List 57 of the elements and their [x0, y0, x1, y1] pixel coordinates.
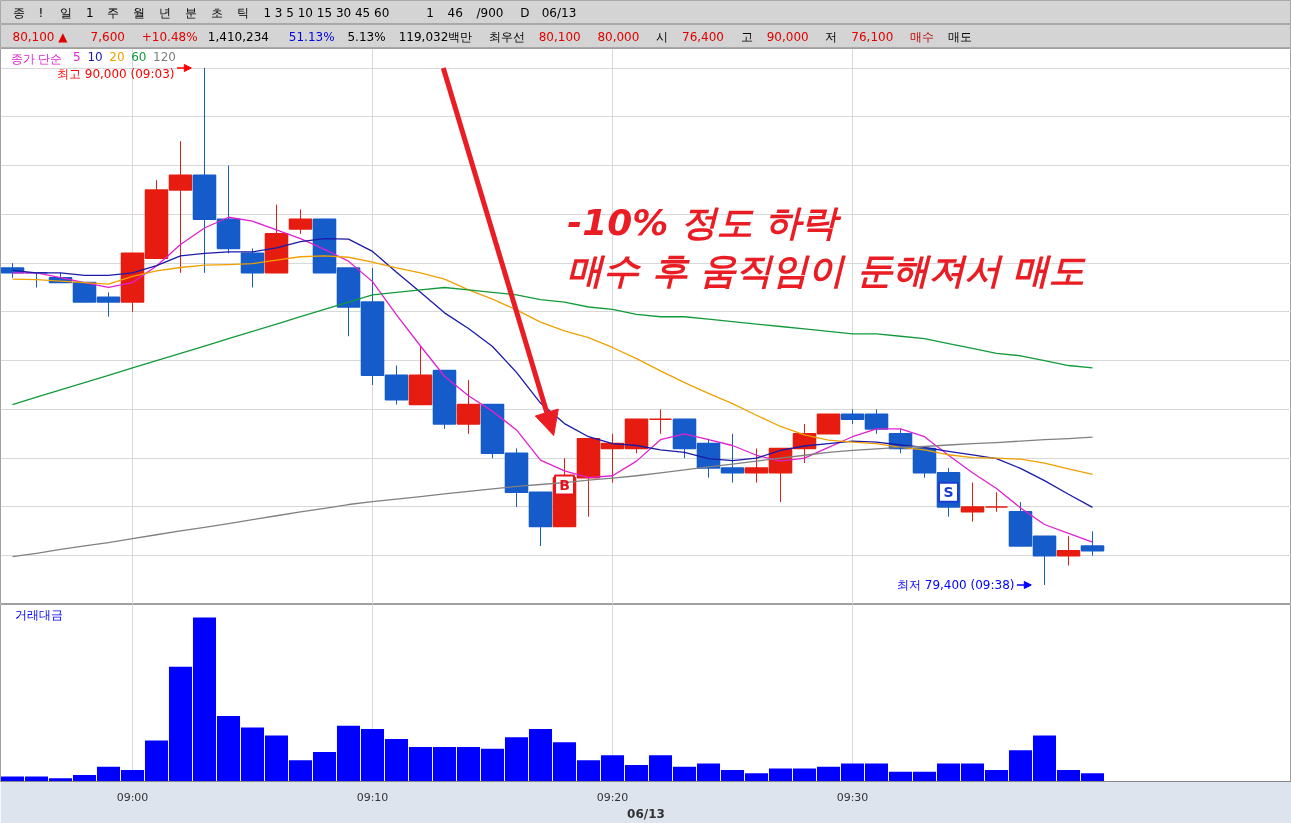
x-tick-label: 09:30 — [836, 790, 869, 804]
text: 일 — [59, 5, 72, 20]
annotation: 최저 79,400 (09:38) — [896, 577, 1015, 592]
text: 80,100 — [538, 30, 581, 44]
text: 80,000 — [597, 30, 640, 44]
text: 분 — [185, 5, 198, 20]
candlestick — [1080, 530, 1105, 557]
x-tick-label: 09:10 — [356, 790, 389, 804]
text: 10 — [87, 49, 103, 64]
text: 20 — [109, 49, 125, 64]
text: D — [520, 5, 530, 20]
text: 고 — [740, 29, 753, 44]
annotation: 최고 90,000 (09:03) — [56, 67, 175, 82]
text: 90,000 — [766, 30, 809, 44]
text: /900 — [476, 5, 504, 20]
x-tick-label: 09:00 — [116, 790, 149, 804]
text: 시 — [656, 29, 669, 44]
text: 76,400 — [682, 30, 725, 44]
text: 1 — [426, 6, 434, 20]
text: 최우선 — [488, 29, 525, 44]
text: 76,100 — [851, 30, 894, 44]
text: 60 — [131, 49, 147, 64]
text: 초 — [211, 5, 224, 20]
data-label: B — [559, 477, 570, 494]
text: 06/13 — [541, 5, 577, 20]
text: 7,600 — [90, 30, 125, 44]
candlestick — [288, 208, 313, 235]
text: ! — [38, 5, 44, 20]
text: 5 — [72, 49, 81, 64]
text: 종 — [12, 5, 25, 20]
text: 1 — [85, 6, 94, 20]
text: +10.48% — [141, 29, 198, 44]
x-tick-label: 09:20 — [596, 790, 629, 804]
text: 46 — [447, 6, 463, 20]
text: 1,410,234 — [207, 30, 269, 44]
text: 51.13% — [288, 29, 335, 44]
text: 80,100 ▲ — [12, 29, 69, 44]
legend-title: 종가 단순 — [10, 51, 63, 66]
text: 월 — [133, 5, 146, 20]
candlestick — [240, 247, 265, 288]
chart-title: 거래대금 — [14, 607, 63, 622]
text: 119,032백만 — [398, 29, 473, 44]
annotation: 매수 후 움직임이 둔해져서 매도 — [567, 250, 1087, 292]
text: 1 3 5 10 15 30 45 60 — [263, 5, 390, 20]
text: 120 — [153, 49, 176, 64]
annotation: -10% 정도 하락 — [567, 202, 843, 244]
text: 매도 — [947, 29, 972, 44]
text: 매수 — [909, 29, 934, 44]
text: 주 — [107, 5, 120, 20]
x-axis-title: 06/13 — [627, 806, 665, 821]
candlestick — [456, 379, 481, 435]
data-label: S — [943, 484, 954, 501]
candlestick — [1056, 535, 1081, 566]
text: 년 — [159, 5, 172, 20]
text: 틱 — [237, 5, 250, 20]
text: 저 — [825, 29, 838, 44]
text: 5.13% — [347, 29, 386, 44]
